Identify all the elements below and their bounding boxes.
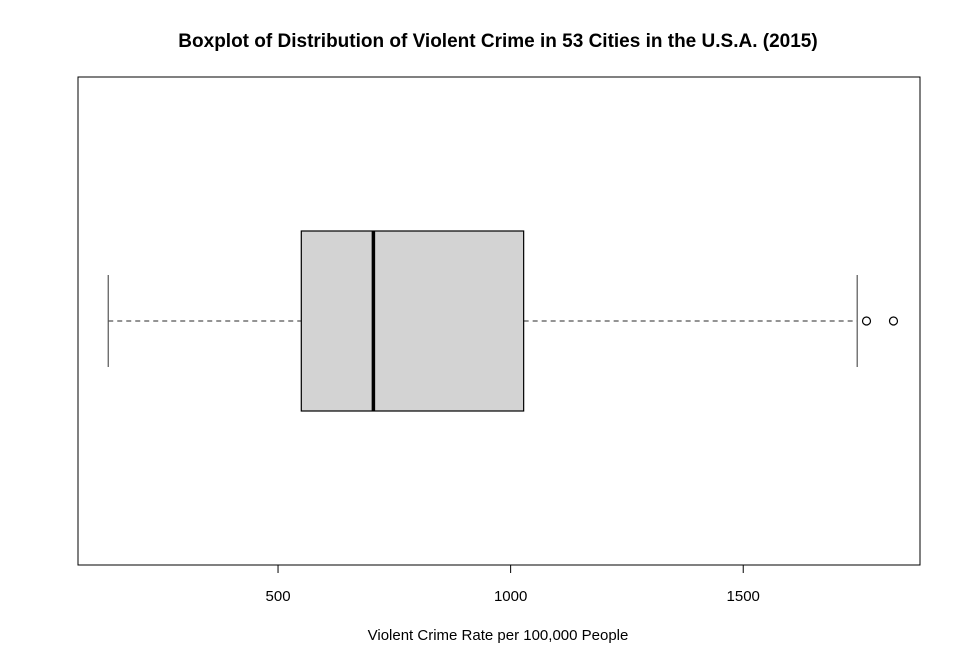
x-tick-label: 1000 (494, 588, 527, 605)
outlier-point (861, 316, 872, 326)
chart-title: Boxplot of Distribution of Violent Crime… (178, 31, 817, 52)
x-tick-label: 500 (266, 588, 291, 605)
x-axis: 500 1000 1500 (266, 564, 760, 605)
boxplot-marks (107, 230, 899, 412)
outlier-point (888, 316, 899, 326)
x-axis-label: Violent Crime Rate per 100,000 People (368, 627, 629, 644)
iqr-box (300, 230, 525, 412)
x-tick-label: 1500 (727, 588, 760, 605)
